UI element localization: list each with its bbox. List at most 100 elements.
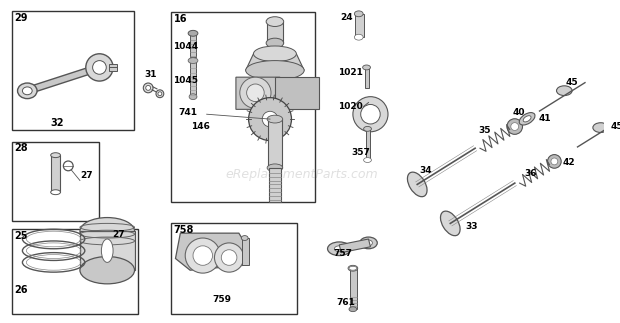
Ellipse shape [188, 58, 198, 64]
Circle shape [240, 77, 271, 109]
Bar [170, 12, 315, 202]
Ellipse shape [267, 164, 283, 172]
Ellipse shape [355, 11, 363, 17]
Circle shape [511, 123, 518, 130]
Circle shape [507, 119, 523, 134]
Text: 36: 36 [525, 169, 537, 178]
Circle shape [249, 98, 291, 141]
Text: 1021: 1021 [339, 68, 363, 77]
Text: 757: 757 [334, 249, 352, 258]
Text: 34: 34 [419, 166, 432, 175]
Ellipse shape [267, 115, 283, 123]
Text: 29: 29 [15, 13, 28, 23]
Text: 32: 32 [51, 118, 64, 128]
Ellipse shape [266, 38, 284, 48]
Text: 33: 33 [465, 222, 477, 231]
Bar [355, 14, 363, 37]
Text: 357: 357 [351, 148, 370, 157]
Circle shape [185, 238, 220, 273]
Bar [170, 224, 298, 314]
Circle shape [547, 155, 561, 168]
Circle shape [92, 61, 106, 74]
Text: 31: 31 [144, 70, 157, 79]
Bar [269, 168, 281, 202]
Circle shape [215, 243, 244, 272]
Text: 27: 27 [80, 171, 92, 180]
Ellipse shape [363, 126, 371, 131]
Bar [109, 64, 117, 71]
Ellipse shape [80, 218, 135, 245]
Ellipse shape [363, 158, 371, 162]
Bar [190, 62, 196, 97]
Text: 146: 146 [191, 122, 210, 131]
Circle shape [221, 250, 237, 265]
Text: 35: 35 [478, 126, 490, 135]
Circle shape [143, 83, 153, 93]
Text: 25: 25 [15, 231, 28, 241]
Ellipse shape [349, 266, 356, 270]
Text: 45: 45 [566, 78, 578, 87]
Polygon shape [275, 77, 319, 109]
Polygon shape [26, 64, 100, 94]
Ellipse shape [349, 307, 356, 312]
Ellipse shape [189, 94, 197, 99]
Circle shape [262, 111, 278, 127]
Circle shape [158, 92, 162, 96]
Circle shape [193, 246, 213, 265]
Bar [51, 155, 60, 192]
Ellipse shape [17, 83, 37, 99]
Text: 27: 27 [112, 230, 125, 239]
Circle shape [86, 54, 113, 81]
Polygon shape [339, 239, 371, 253]
Polygon shape [236, 77, 290, 109]
Text: 758: 758 [174, 225, 194, 235]
Ellipse shape [360, 237, 378, 249]
Ellipse shape [440, 211, 460, 236]
Bar [366, 129, 371, 160]
Ellipse shape [593, 123, 608, 132]
Bar [12, 141, 99, 222]
Text: 1045: 1045 [174, 76, 198, 85]
Ellipse shape [407, 172, 427, 197]
Circle shape [361, 104, 380, 124]
Ellipse shape [254, 46, 296, 62]
Bar [12, 11, 133, 130]
Ellipse shape [80, 256, 135, 284]
Ellipse shape [363, 65, 371, 70]
Ellipse shape [102, 239, 113, 262]
Text: 1044: 1044 [174, 42, 198, 51]
Ellipse shape [355, 34, 363, 40]
Ellipse shape [266, 17, 284, 26]
Text: 1020: 1020 [339, 102, 363, 111]
Text: 24: 24 [340, 13, 353, 22]
Circle shape [156, 90, 164, 98]
Ellipse shape [523, 116, 531, 122]
Ellipse shape [246, 61, 304, 80]
Ellipse shape [327, 242, 351, 255]
Circle shape [551, 158, 558, 165]
Text: 45: 45 [610, 122, 620, 131]
Bar [365, 68, 370, 88]
Ellipse shape [365, 240, 373, 246]
Circle shape [353, 97, 388, 132]
Bar [80, 231, 135, 270]
Circle shape [247, 84, 264, 101]
Text: 26: 26 [15, 285, 28, 295]
Text: 40: 40 [513, 108, 525, 117]
Text: 41: 41 [539, 114, 551, 123]
Bar [350, 268, 356, 309]
Circle shape [146, 86, 151, 90]
Text: 16: 16 [174, 14, 187, 24]
Ellipse shape [348, 265, 358, 271]
Text: 28: 28 [15, 143, 29, 153]
Polygon shape [246, 54, 304, 70]
Bar [268, 119, 281, 168]
Text: 759: 759 [213, 295, 231, 304]
Ellipse shape [241, 235, 248, 240]
Ellipse shape [334, 246, 344, 252]
Ellipse shape [519, 113, 535, 125]
Polygon shape [175, 233, 249, 270]
Bar [190, 33, 196, 57]
Ellipse shape [22, 87, 32, 95]
Ellipse shape [51, 153, 60, 158]
